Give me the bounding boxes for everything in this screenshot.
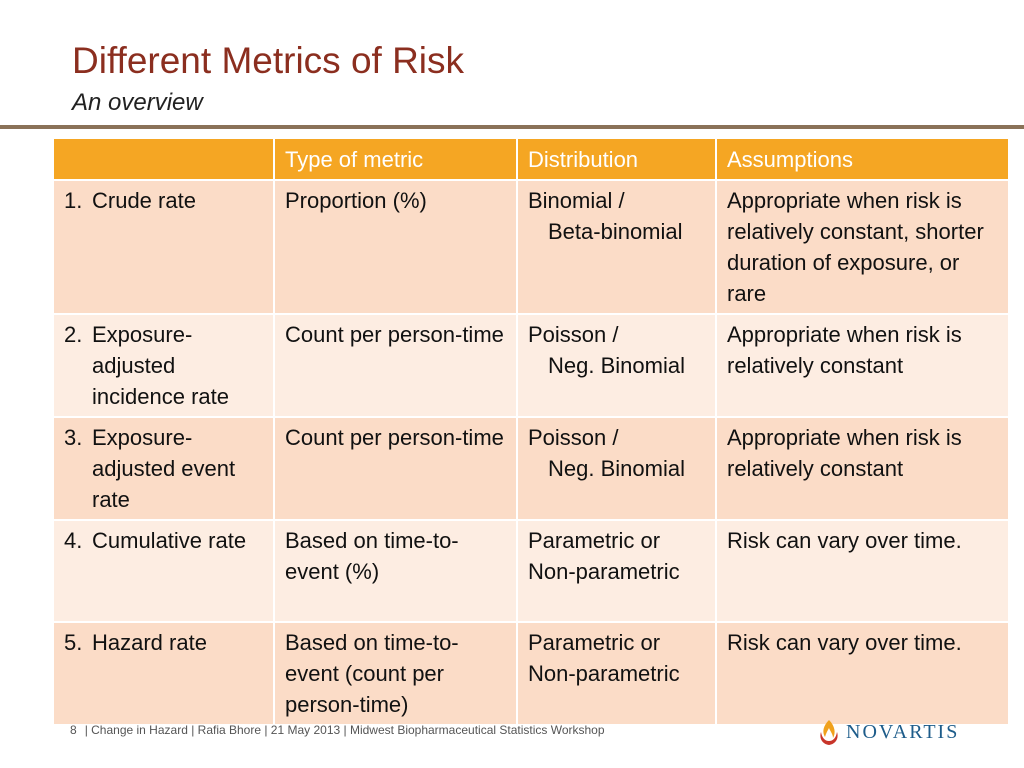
- logo-wordmark: NOVARTIS: [846, 720, 960, 743]
- table-row: 5. Hazard rate Based on time-to-event (c…: [52, 621, 1010, 726]
- table-row: 4. Cumulative rate Based on time-to-even…: [52, 519, 1010, 623]
- distribution-cell: Poisson / Neg. Binomial: [516, 416, 717, 521]
- slide-title: Different Metrics of Risk: [72, 40, 465, 81]
- metric-name: Exposure-adjusted event rate: [92, 425, 236, 512]
- column-header-assumptions: Assumptions: [715, 137, 1010, 181]
- metric-cell: 5. Hazard rate: [52, 621, 275, 726]
- distribution-line-2: Neg. Binomial: [548, 456, 685, 481]
- column-header-type: Type of metric: [273, 137, 518, 181]
- table-row: 2. Exposure-adjusted incidence rate Coun…: [52, 313, 1010, 418]
- metric-name: Hazard rate: [92, 630, 207, 655]
- distribution-line-1: Poisson /: [528, 425, 619, 450]
- metric-name: Cumulative rate: [92, 528, 247, 553]
- assumptions-cell: Appropriate when risk is relatively cons…: [715, 313, 1010, 418]
- distribution-line-1: Parametric or: [528, 528, 661, 553]
- distribution-cell: Parametric or Non-parametric: [516, 519, 717, 623]
- table-header-row: Type of metric Distribution Assumptions: [52, 137, 1010, 181]
- column-header-metric: [52, 137, 275, 181]
- distribution-line-1: Binomial /: [528, 188, 625, 213]
- type-cell: Proportion (%): [273, 179, 518, 315]
- row-number: 2.: [64, 322, 83, 347]
- metric-name: Exposure-adjusted incidence rate: [92, 322, 229, 409]
- footer-text: | Change in Hazard | Rafia Bhore | 21 Ma…: [84, 723, 605, 737]
- distribution-cell: Parametric or Non-parametric: [516, 621, 717, 726]
- distribution-cell: Binomial / Beta-binomial: [516, 179, 717, 315]
- row-number: 4.: [64, 528, 83, 553]
- metric-cell: 1. Crude rate: [52, 179, 275, 315]
- metric-cell: 2. Exposure-adjusted incidence rate: [52, 313, 275, 418]
- metric-cell: 3. Exposure-adjusted event rate: [52, 416, 275, 521]
- risk-metrics-table: Type of metric Distribution Assumptions …: [52, 137, 1010, 726]
- distribution-line-2: Non-parametric: [528, 559, 680, 584]
- novartis-logo: NOVARTIS: [818, 718, 959, 746]
- assumptions-cell: Risk can vary over time.: [715, 519, 1010, 623]
- assumptions-cell: Appropriate when risk is relatively cons…: [715, 416, 1010, 521]
- distribution-line-2: Neg. Binomial: [548, 353, 685, 378]
- row-number: 1.: [64, 188, 83, 213]
- distribution-cell: Poisson / Neg. Binomial: [516, 313, 717, 418]
- type-cell: Count per person-time: [273, 416, 518, 521]
- distribution-line-2: Beta-binomial: [548, 219, 683, 244]
- table-row: 3. Exposure-adjusted event rate Count pe…: [52, 416, 1010, 521]
- slide-subtitle: An overview: [72, 89, 203, 116]
- distribution-line-1: Parametric or: [528, 630, 661, 655]
- assumptions-cell: Appropriate when risk is relatively cons…: [715, 179, 1010, 315]
- table-row: 1. Crude rate Proportion (%) Binomial / …: [52, 179, 1010, 315]
- row-number: 5.: [64, 630, 83, 655]
- assumptions-cell: Risk can vary over time.: [715, 621, 1010, 726]
- slide-footer: 8 | Change in Hazard | Rafia Bhore | 21 M…: [70, 723, 605, 737]
- column-header-distribution: Distribution: [516, 137, 717, 181]
- novartis-flame-icon: [820, 720, 838, 745]
- type-cell: Based on time-to-event (%): [273, 519, 518, 623]
- metric-cell: 4. Cumulative rate: [52, 519, 275, 623]
- title-divider: [0, 125, 1024, 129]
- distribution-line-2: Non-parametric: [528, 661, 680, 686]
- type-cell: Based on time-to-event (count per person…: [273, 621, 518, 726]
- page-number: 8: [70, 723, 77, 737]
- type-cell: Count per person-time: [273, 313, 518, 418]
- row-number: 3.: [64, 425, 83, 450]
- metric-name: Crude rate: [92, 188, 196, 213]
- distribution-line-1: Poisson /: [528, 322, 619, 347]
